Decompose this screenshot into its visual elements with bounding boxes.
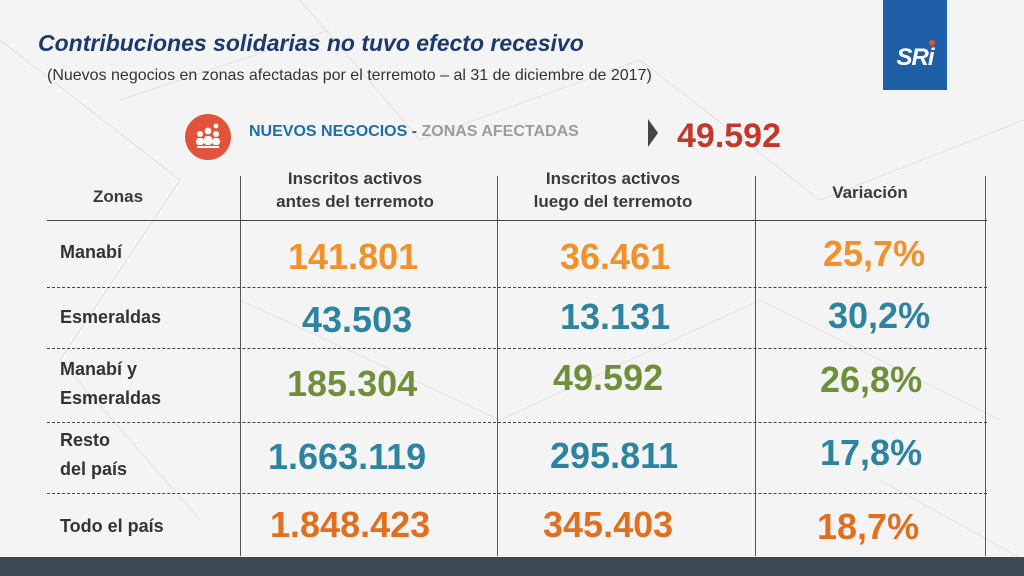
zone-label-line1: Esmeraldas [60, 307, 162, 327]
new-businesses-label-part1: NUEVOS NEGOCIOS - [249, 123, 422, 140]
zone-label-line2: del país [60, 458, 128, 479]
row-divider [47, 422, 987, 423]
cell-variacion: 30,2% [828, 295, 931, 336]
cell-variacion: 25,7% [823, 233, 926, 274]
affected-zones-label: ZONAS AFECTADAS [421, 123, 579, 140]
cell-antes: 1.663.119 [268, 436, 427, 477]
cell-luego: 49.592 [553, 357, 664, 398]
header-zonas: Zonas [92, 187, 144, 206]
row-divider [47, 348, 987, 349]
arrow-right-icon [648, 119, 658, 147]
header-variacion: Variación [832, 183, 908, 202]
zone-label-line2: Esmeraldas [60, 387, 162, 408]
logo-text: SRi [896, 44, 934, 71]
zone-label: Esmeraldas [60, 303, 161, 332]
column-divider [240, 176, 241, 556]
cell-antes: 1.848.423 [270, 504, 431, 545]
sri-logo: SRi [883, 0, 947, 90]
column-divider [985, 176, 986, 556]
header-antes: Inscritos activos antes del terremoto [245, 168, 465, 214]
header-luego-line1: Inscritos activos [545, 169, 681, 188]
header-antes-line1: Inscritos activos [287, 169, 423, 188]
header-luego-line2: luego del terremoto [533, 191, 693, 211]
header-luego: Inscritos activos luego del terremoto [503, 168, 723, 214]
cell-variacion: 17,8% [820, 432, 923, 473]
zone-label: Manabí [60, 238, 122, 267]
footer-bar [0, 557, 1024, 576]
cell-variacion: 26,8% [820, 359, 923, 400]
zone-label-line1: Manabí y [60, 359, 138, 379]
column-divider [755, 176, 756, 556]
zone-label: Todo el país [60, 512, 164, 541]
cell-luego: 13.131 [560, 296, 671, 337]
new-businesses-label: NUEVOS NEGOCIOS - ZONAS AFECTADAS [249, 123, 579, 141]
cell-luego: 345.403 [543, 504, 674, 545]
header-divider [47, 220, 987, 221]
cell-luego: 295.811 [550, 435, 679, 476]
header-antes-line2: antes del terremoto [276, 191, 434, 211]
row-divider [47, 493, 987, 494]
cell-luego: 36.461 [560, 236, 671, 277]
zone-label-line1: Resto [60, 430, 111, 450]
new-businesses-value: 49.592 [677, 117, 781, 155]
zone-label: Resto del país [60, 426, 127, 484]
page-subtitle: (Nuevos negocios en zonas afectadas por … [47, 67, 652, 84]
cell-antes: 141.801 [288, 236, 419, 277]
zone-label-line1: Todo el país [60, 516, 164, 536]
people-gear-icon [185, 114, 231, 160]
cell-variacion: 18,7% [817, 506, 920, 547]
zone-label-line1: Manabí [60, 242, 123, 262]
cell-antes: 43.503 [302, 299, 413, 340]
row-divider [47, 287, 987, 288]
zone-label: Manabí y Esmeraldas [60, 355, 161, 413]
column-divider [497, 176, 498, 556]
logo-accent-dot [929, 40, 935, 46]
page-title: Contribuciones solidarias no tuvo efecto… [38, 30, 584, 56]
cell-antes: 185.304 [287, 363, 418, 404]
